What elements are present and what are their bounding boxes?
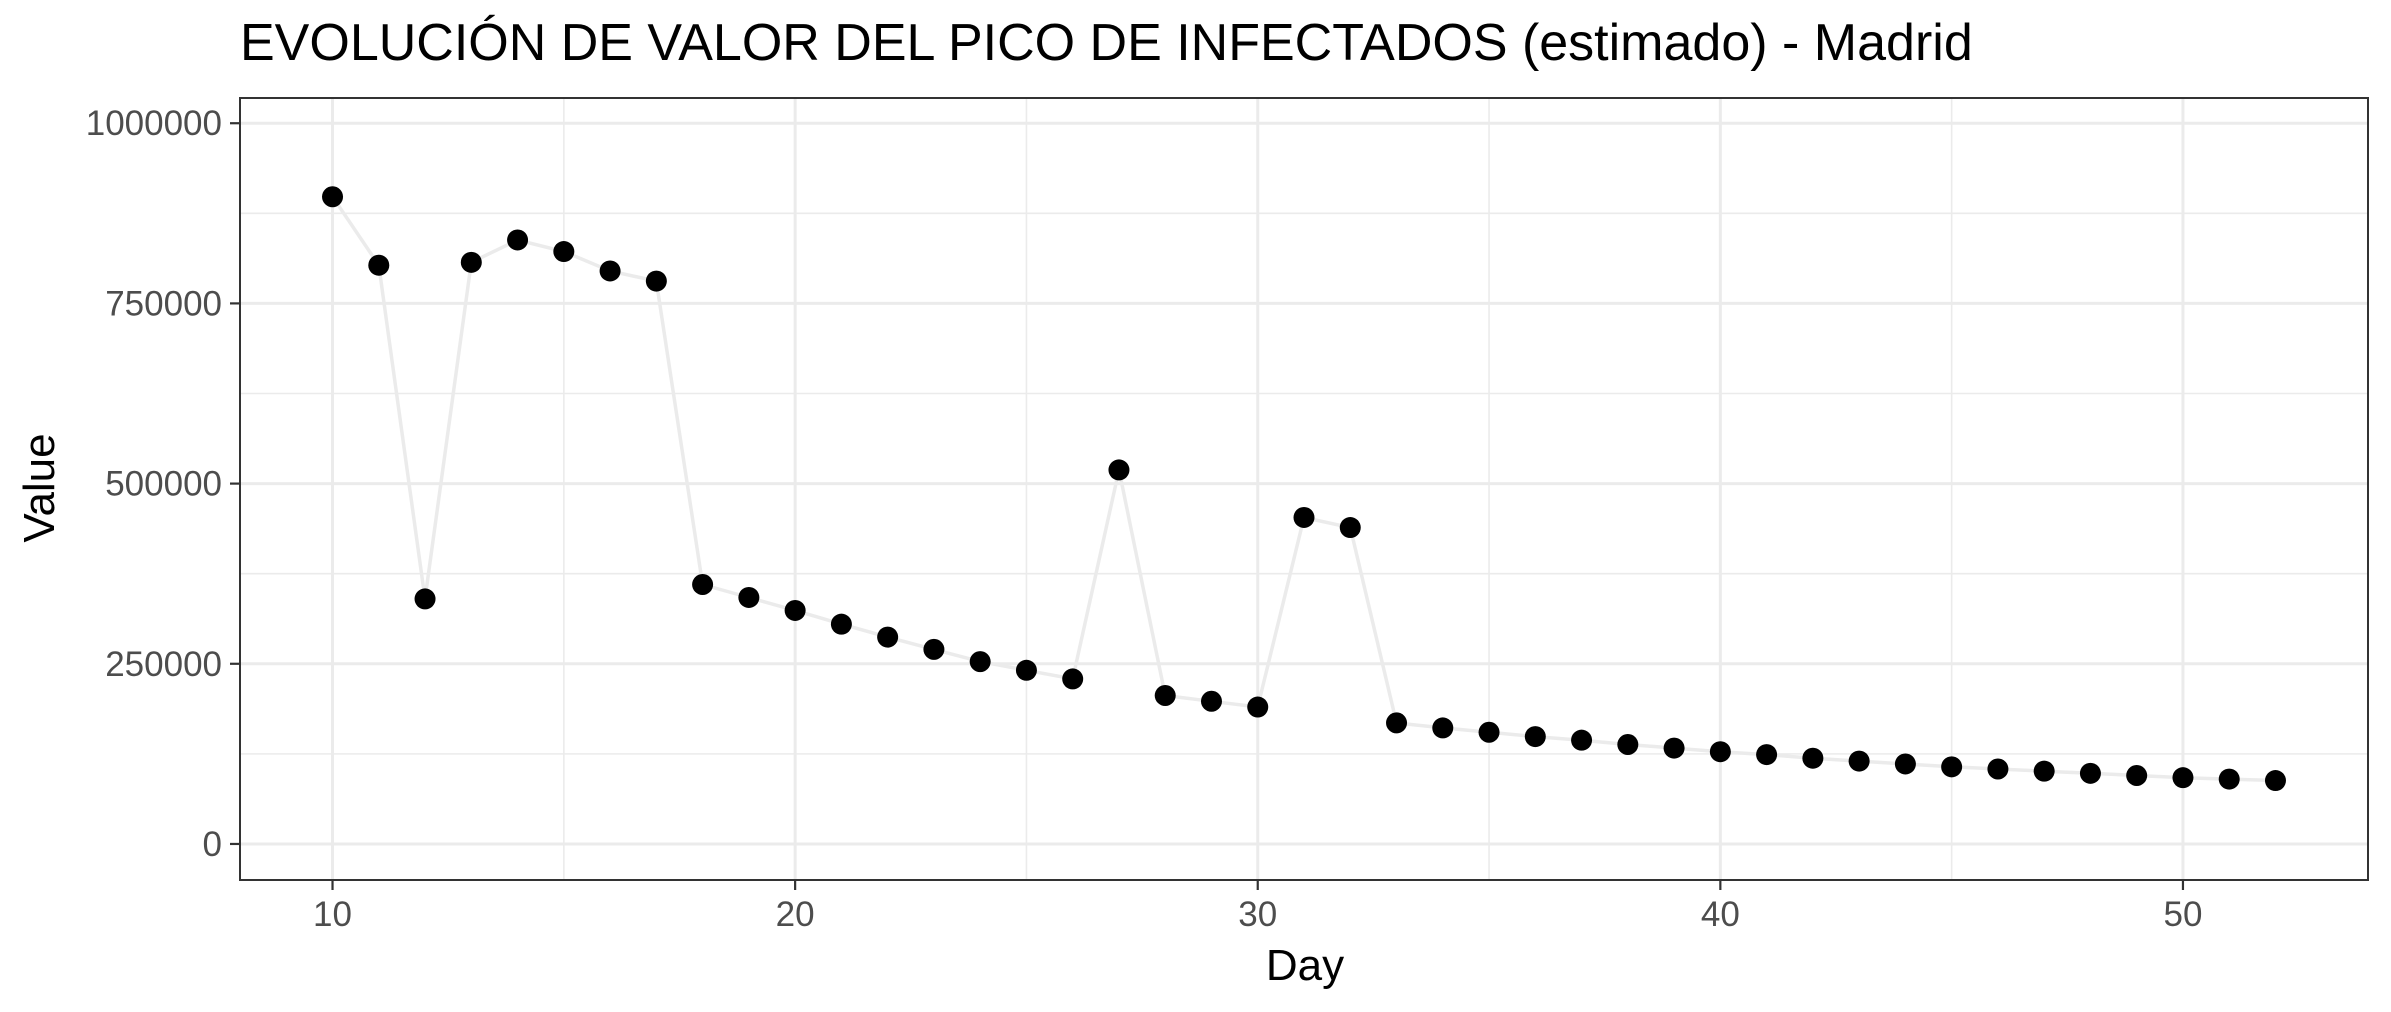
data-point <box>460 251 482 273</box>
x-tick-label: 50 <box>2163 895 2202 934</box>
y-tick-label: 750000 <box>105 284 222 323</box>
data-point <box>1108 459 1130 481</box>
x-tick-label: 10 <box>313 895 352 934</box>
data-point <box>1524 726 1546 748</box>
data-point <box>1571 729 1593 751</box>
data-points <box>322 186 2286 792</box>
data-point <box>2172 767 2194 789</box>
data-point <box>2033 760 2055 782</box>
x-axis: 10 20 30 40 50 <box>313 880 2202 934</box>
data-point <box>1709 741 1731 763</box>
data-point <box>1386 712 1408 734</box>
data-point <box>2264 770 2286 792</box>
data-point <box>2218 768 2240 790</box>
x-axis-title: Day <box>1266 941 1344 990</box>
data-point <box>2126 764 2148 786</box>
series-line <box>331 195 2276 783</box>
data-point <box>2079 762 2101 784</box>
data-point <box>1293 506 1315 528</box>
data-point <box>1941 756 1963 778</box>
data-point <box>1200 690 1222 712</box>
data-point <box>1062 668 1084 690</box>
data-point <box>322 186 344 208</box>
data-point <box>507 229 529 251</box>
data-point <box>1894 753 1916 775</box>
data-point <box>1663 737 1685 759</box>
data-point <box>645 270 667 292</box>
chart-title: EVOLUCIÓN DE VALOR DEL PICO DE INFECTADO… <box>240 14 1973 72</box>
data-point <box>1432 717 1454 739</box>
data-point <box>1848 750 1870 772</box>
data-point <box>599 260 621 282</box>
x-tick-label: 30 <box>1238 895 1277 934</box>
grid-lines <box>240 98 2368 880</box>
data-point <box>784 599 806 621</box>
data-point <box>969 651 991 673</box>
data-point <box>877 626 899 648</box>
data-point <box>1015 659 1037 681</box>
x-tick-label: 20 <box>776 895 815 934</box>
y-tick-label: 500000 <box>105 465 222 504</box>
x-tick-label: 40 <box>1701 895 1740 934</box>
y-axis: 0 250000 500000 750000 1000000 <box>86 104 240 864</box>
data-point <box>1617 734 1639 756</box>
y-tick-label: 0 <box>203 825 222 864</box>
data-point <box>368 254 390 276</box>
panel-border <box>239 97 2369 881</box>
data-point <box>1247 696 1269 718</box>
data-point <box>1756 744 1778 766</box>
data-point <box>1987 758 2009 780</box>
data-point <box>923 638 945 660</box>
data-point <box>1802 747 1824 769</box>
data-point <box>692 573 714 595</box>
y-tick-label: 1000000 <box>86 104 222 143</box>
data-point <box>738 586 760 608</box>
data-point <box>1478 721 1500 743</box>
data-point <box>1339 517 1361 539</box>
y-axis-title: Value <box>15 433 64 542</box>
y-tick-label: 250000 <box>105 645 222 684</box>
data-point <box>553 241 575 263</box>
data-point <box>830 613 852 635</box>
data-point <box>1154 684 1176 706</box>
data-point <box>414 588 436 610</box>
